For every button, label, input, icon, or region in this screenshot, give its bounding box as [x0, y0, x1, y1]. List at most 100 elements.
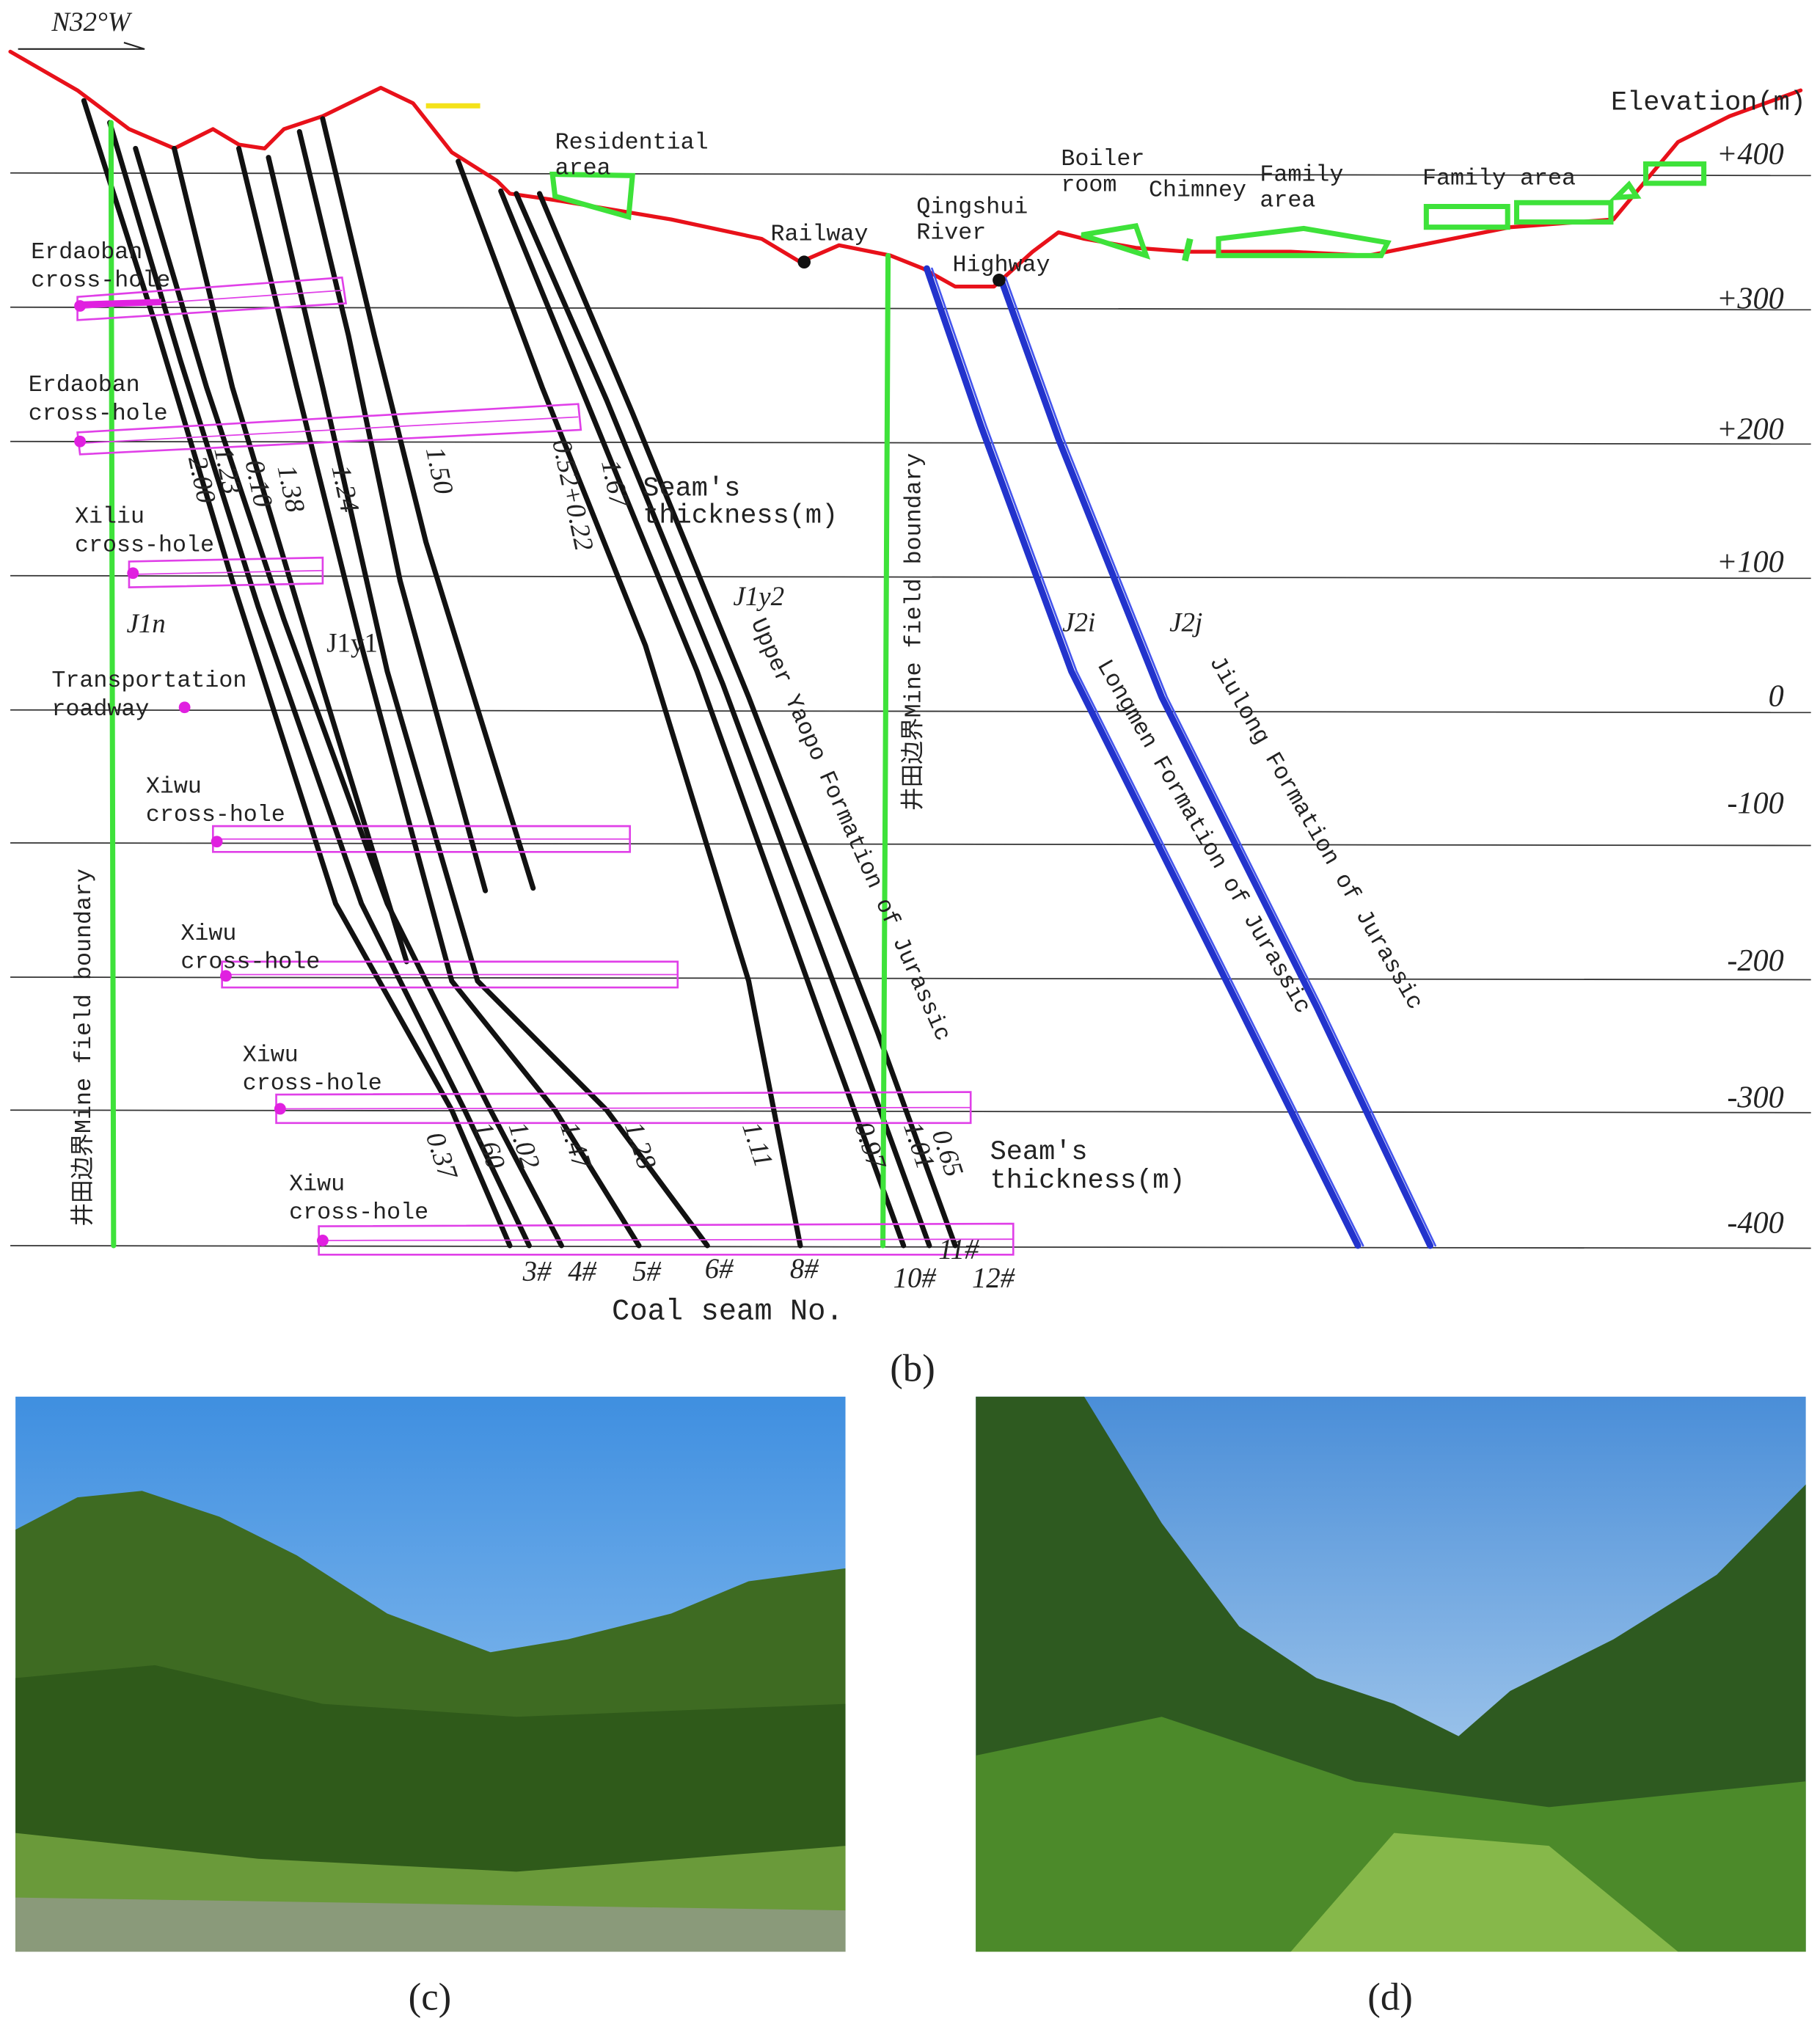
label: 1.24 [326, 462, 365, 515]
coal-seam [498, 188, 907, 1249]
elevation-line [10, 306, 1811, 311]
label: Seam's [990, 1137, 1088, 1168]
label: +200 [1717, 412, 1784, 446]
label: 10# [893, 1263, 937, 1293]
label: -100 [1727, 786, 1783, 821]
label: Transportation [51, 668, 246, 694]
label: cross-hole [289, 1199, 428, 1226]
building [1081, 222, 1151, 260]
cross-hole-dot [274, 1103, 286, 1115]
label: 1.50 [420, 444, 460, 497]
building [1513, 200, 1614, 225]
label: cross-hole [243, 1070, 382, 1097]
photo-d [976, 1396, 1806, 1952]
elevation-line [10, 574, 1811, 580]
label: 0.65 [927, 1126, 970, 1180]
coal-seam [296, 128, 489, 894]
label: J2i [1062, 607, 1095, 637]
building [1423, 204, 1510, 230]
label: Elevation(m) [1611, 88, 1806, 119]
point [797, 255, 811, 268]
label: J1y2 [733, 581, 784, 611]
label: (b) [890, 1348, 935, 1390]
label: 3# [522, 1256, 552, 1287]
label: Qingshui [916, 194, 1028, 220]
label: 12# [972, 1263, 1015, 1293]
coal-seam [107, 120, 532, 1249]
label: 1.02 [503, 1118, 547, 1172]
elevation-line [10, 709, 1811, 714]
label: cross-hole [29, 401, 168, 427]
elevation-line [10, 842, 1811, 847]
cross-hole-dot [127, 567, 139, 580]
label: Erdaoban [29, 372, 140, 398]
label: J1n [126, 608, 165, 638]
cross-hole [318, 1222, 1015, 1256]
label: -200 [1727, 943, 1783, 978]
cross-hole-axis [77, 416, 579, 445]
cross-hole [275, 1091, 972, 1125]
label: Longmen Formation of Jurassic [1091, 655, 1316, 1018]
label: 6# [705, 1254, 734, 1285]
label: +300 [1717, 282, 1784, 316]
label: Family [1260, 161, 1343, 188]
coal-seam [81, 98, 513, 1249]
cross-hole-dot [316, 1235, 329, 1246]
label: Xiwu [180, 921, 236, 947]
label: 井田边界Mine field boundary [900, 453, 928, 811]
photo-c [15, 1396, 846, 1952]
cross-hole-dot [220, 970, 232, 982]
label: cross-hole [146, 802, 285, 828]
label: 井田边界Mine field boundary [70, 869, 98, 1227]
label: Boiler [1061, 146, 1144, 172]
label: (d) [1367, 1976, 1413, 2019]
label: +100 [1717, 544, 1784, 579]
label: Highway [953, 252, 1050, 279]
building [1182, 238, 1194, 262]
label: area [1260, 188, 1315, 214]
building [549, 171, 636, 221]
label: room [1061, 172, 1117, 198]
label: 0.37 [420, 1128, 464, 1184]
label: J2j [1169, 607, 1202, 637]
label: 1.38 [271, 462, 311, 515]
label: J1y1 [326, 628, 378, 658]
building [1609, 180, 1642, 201]
cross-hole-axis [128, 569, 323, 575]
label: 0.52+0.22 [547, 436, 599, 553]
label: cross-hole [31, 268, 170, 294]
label: 1.67 [596, 457, 635, 511]
label: River [916, 220, 986, 246]
label: Xiwu [146, 773, 202, 800]
cross-hole-dot [211, 836, 223, 848]
formation-boundary [1004, 276, 1436, 1247]
formation-boundary [923, 265, 1362, 1249]
mine-boundary [880, 252, 891, 1249]
cross-hole-axis [276, 1106, 971, 1110]
cross-hole-dot [178, 701, 191, 714]
elevation-line [10, 976, 1811, 981]
label: 0 [1769, 679, 1784, 713]
point [993, 274, 1006, 287]
label: cross-hole [75, 532, 214, 558]
label: Erdaoban [31, 239, 142, 266]
label: Xiliu [75, 504, 145, 530]
label: 4# [568, 1256, 596, 1287]
label: -300 [1727, 1081, 1783, 1115]
coal-seam [236, 145, 642, 1249]
label: 1.28 [619, 1118, 662, 1173]
label: Coal seam No. [612, 1295, 844, 1329]
label: 8# [790, 1254, 819, 1285]
label: roadway [51, 696, 149, 723]
label: (c) [409, 1976, 452, 2019]
coal-seam [456, 158, 803, 1249]
label: 1.11 [737, 1118, 779, 1171]
cross-hole [128, 556, 324, 588]
coal-seam [133, 145, 564, 1249]
coal-seam [536, 191, 958, 1249]
label: 11# [938, 1235, 979, 1265]
formation-boundary [931, 267, 1364, 1247]
formation-boundary [997, 274, 1434, 1249]
building [1642, 161, 1707, 186]
